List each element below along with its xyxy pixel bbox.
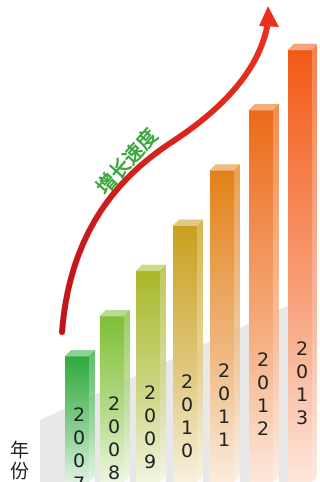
x-tick-label: 2008	[103, 393, 125, 482]
bar-top	[288, 44, 317, 50]
x-tick-label: 2007	[68, 404, 90, 482]
x-tick-label: 2010	[176, 371, 198, 463]
annotation: 增长速度	[91, 123, 163, 199]
x-tick-label: 2013	[291, 338, 313, 430]
x-tick-label: 2009	[139, 382, 161, 474]
chart: 增长速度 年份 2007 2008 2009 2010 2011 2012 2013	[0, 0, 317, 482]
arrow-head	[259, 6, 279, 27]
x-tick-label: 2011	[213, 360, 235, 452]
x-axis-label: 年份	[7, 440, 29, 482]
x-tick-label: 2012	[252, 349, 274, 441]
